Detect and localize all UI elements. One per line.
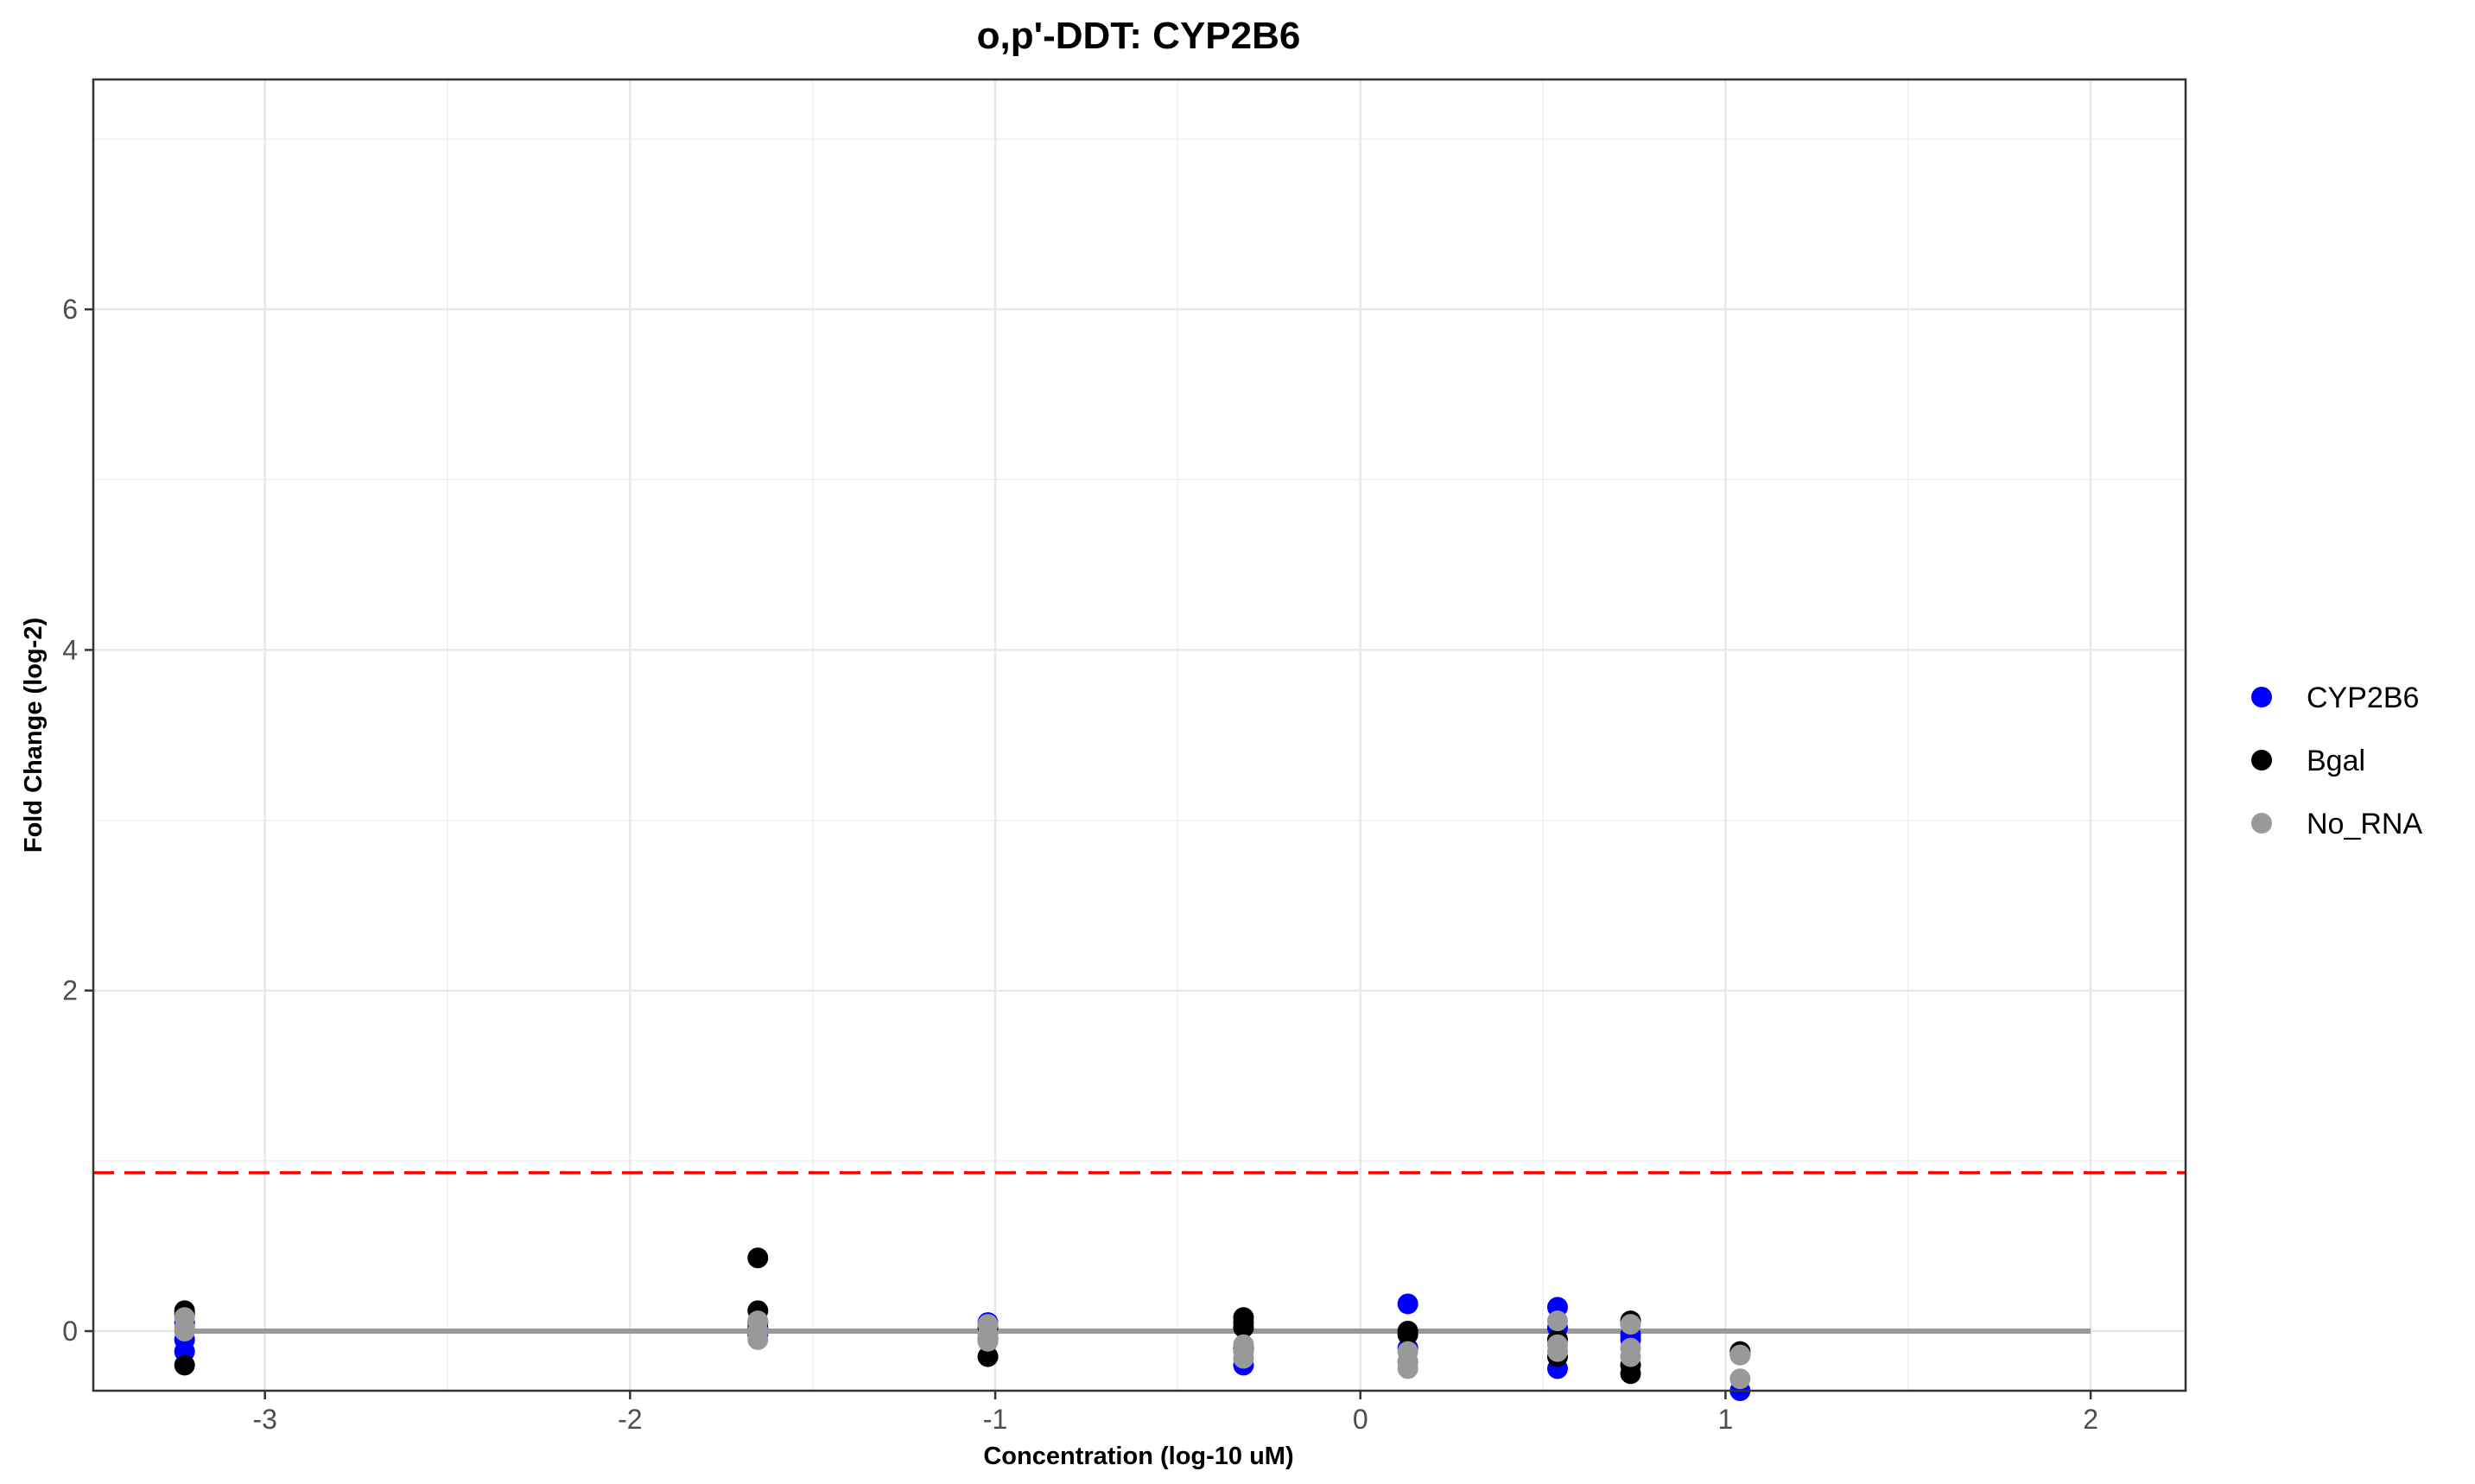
y-tick-label: 6 [62, 294, 78, 325]
data-point-no-rna [1397, 1358, 1418, 1379]
x-tick-label: -1 [983, 1404, 1007, 1435]
x-tick-label: 1 [1718, 1404, 1734, 1435]
data-point-no-rna [1233, 1348, 1254, 1369]
data-point-bgal [1620, 1363, 1641, 1385]
data-point-no-rna [1546, 1341, 1568, 1362]
legend-label: Bgal [2307, 745, 2365, 777]
data-point-no-rna [1620, 1314, 1641, 1335]
data-point-no-rna [977, 1330, 999, 1352]
data-point-no-rna [174, 1321, 195, 1341]
legend-label: CYP2B6 [2307, 682, 2419, 714]
grid-minor [93, 79, 2186, 1391]
points-layer [174, 1247, 1751, 1401]
x-tick-label: -2 [618, 1404, 642, 1435]
data-point-cyp2b6 [1397, 1293, 1418, 1315]
data-point-bgal [174, 1354, 195, 1376]
y-tick-label: 0 [62, 1316, 78, 1347]
legend-label: No_RNA [2307, 808, 2422, 840]
y-axis-label: Fold Change (log-2) [20, 618, 48, 853]
x-tick-label: 0 [1353, 1404, 1368, 1435]
legend-key-no-rna [2251, 813, 2272, 834]
grid-major [93, 79, 2186, 1391]
data-point-no-rna [747, 1329, 769, 1350]
x-tick-label: 2 [2083, 1404, 2098, 1435]
y-tick-label: 2 [62, 975, 78, 1006]
legend-key-bgal [2251, 750, 2272, 771]
y-axis-ticks: 0 2 4 6 [62, 294, 93, 1347]
data-point-bgal [1233, 1317, 1254, 1339]
legend-key-cyp2b6 [2251, 687, 2272, 707]
x-tick-label: -3 [252, 1404, 276, 1435]
data-point-bgal [1397, 1323, 1418, 1345]
data-point-no-rna [1729, 1344, 1751, 1366]
data-point-bgal [977, 1346, 999, 1367]
plot-panel-border [92, 78, 2187, 1392]
data-point-no-rna [1620, 1346, 1641, 1367]
chart-title: o,p'-DDT: CYP2B6 [977, 15, 1301, 57]
data-point-no-rna [1729, 1368, 1751, 1390]
y-tick-label: 4 [62, 634, 78, 665]
data-point-bgal [747, 1247, 769, 1269]
data-point-no-rna [1546, 1310, 1568, 1332]
legend: CYP2B6 Bgal No_RNA [2251, 682, 2422, 840]
x-axis-label: Concentration (log-10 uM) [983, 1443, 1293, 1470]
x-axis-ticks: -3 -2 -1 0 1 2 [252, 1391, 2098, 1435]
